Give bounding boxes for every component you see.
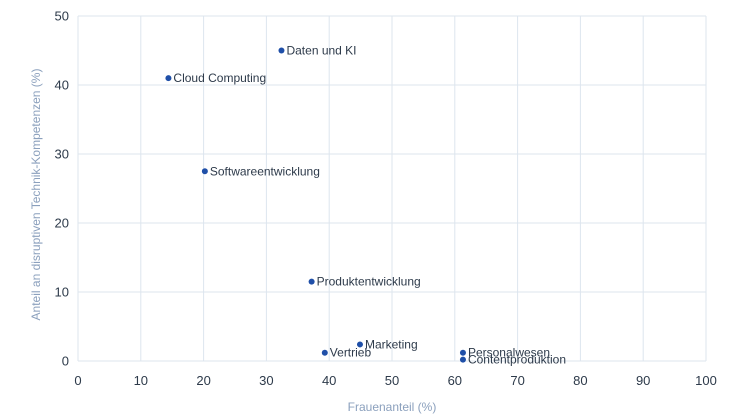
y-tick-label: 20 — [55, 216, 69, 231]
x-tick-label: 40 — [322, 373, 336, 388]
gridlines — [77, 15, 707, 362]
x-tick-label: 70 — [510, 373, 524, 388]
point-label: Daten und KI — [286, 44, 356, 58]
scatter-point — [356, 341, 363, 348]
tick-labels: 0 10 20 30 40 50 60 70 80 90 100 0 10 20 30 40 50 — [55, 9, 717, 389]
scatter-point — [459, 356, 466, 363]
point-label: Marketing — [365, 337, 418, 351]
x-tick-label: 50 — [385, 373, 399, 388]
scatter-point — [278, 47, 285, 54]
y-tick-label: 40 — [55, 78, 69, 93]
scatter-point — [321, 349, 328, 356]
point-label: Softwareentwicklung — [210, 164, 320, 178]
point-label: Vertrieb — [330, 346, 372, 360]
x-axis-title: Frauenanteil (%) — [348, 400, 437, 414]
point-label: Personalwesen — [468, 346, 550, 360]
scatter-point — [308, 278, 315, 285]
x-tick-label: 0 — [74, 373, 81, 388]
y-tick-label: 50 — [55, 9, 69, 24]
x-tick-label: 100 — [695, 373, 717, 388]
scatter-point — [459, 349, 466, 356]
point-label: Produktentwicklung — [317, 275, 421, 289]
point-label: Contentproduktion — [468, 353, 566, 367]
y-axis-title: Anteil an disruptiven Technik-Kompetenze… — [29, 69, 43, 321]
x-tick-label: 80 — [573, 373, 587, 388]
x-tick-label: 20 — [196, 373, 210, 388]
y-tick-label: 30 — [55, 147, 69, 162]
scatter-point — [165, 75, 172, 82]
data-points: Daten und KI Cloud Computing Softwareentwi… — [165, 44, 566, 367]
scatter-point — [201, 168, 208, 175]
x-tick-label: 10 — [134, 373, 148, 388]
x-tick-label: 60 — [448, 373, 462, 388]
y-tick-label: 0 — [62, 354, 69, 369]
x-tick-label: 30 — [259, 373, 273, 388]
point-label: Cloud Computing — [173, 71, 266, 85]
x-tick-label: 90 — [636, 373, 650, 388]
y-tick-label: 10 — [55, 285, 69, 300]
